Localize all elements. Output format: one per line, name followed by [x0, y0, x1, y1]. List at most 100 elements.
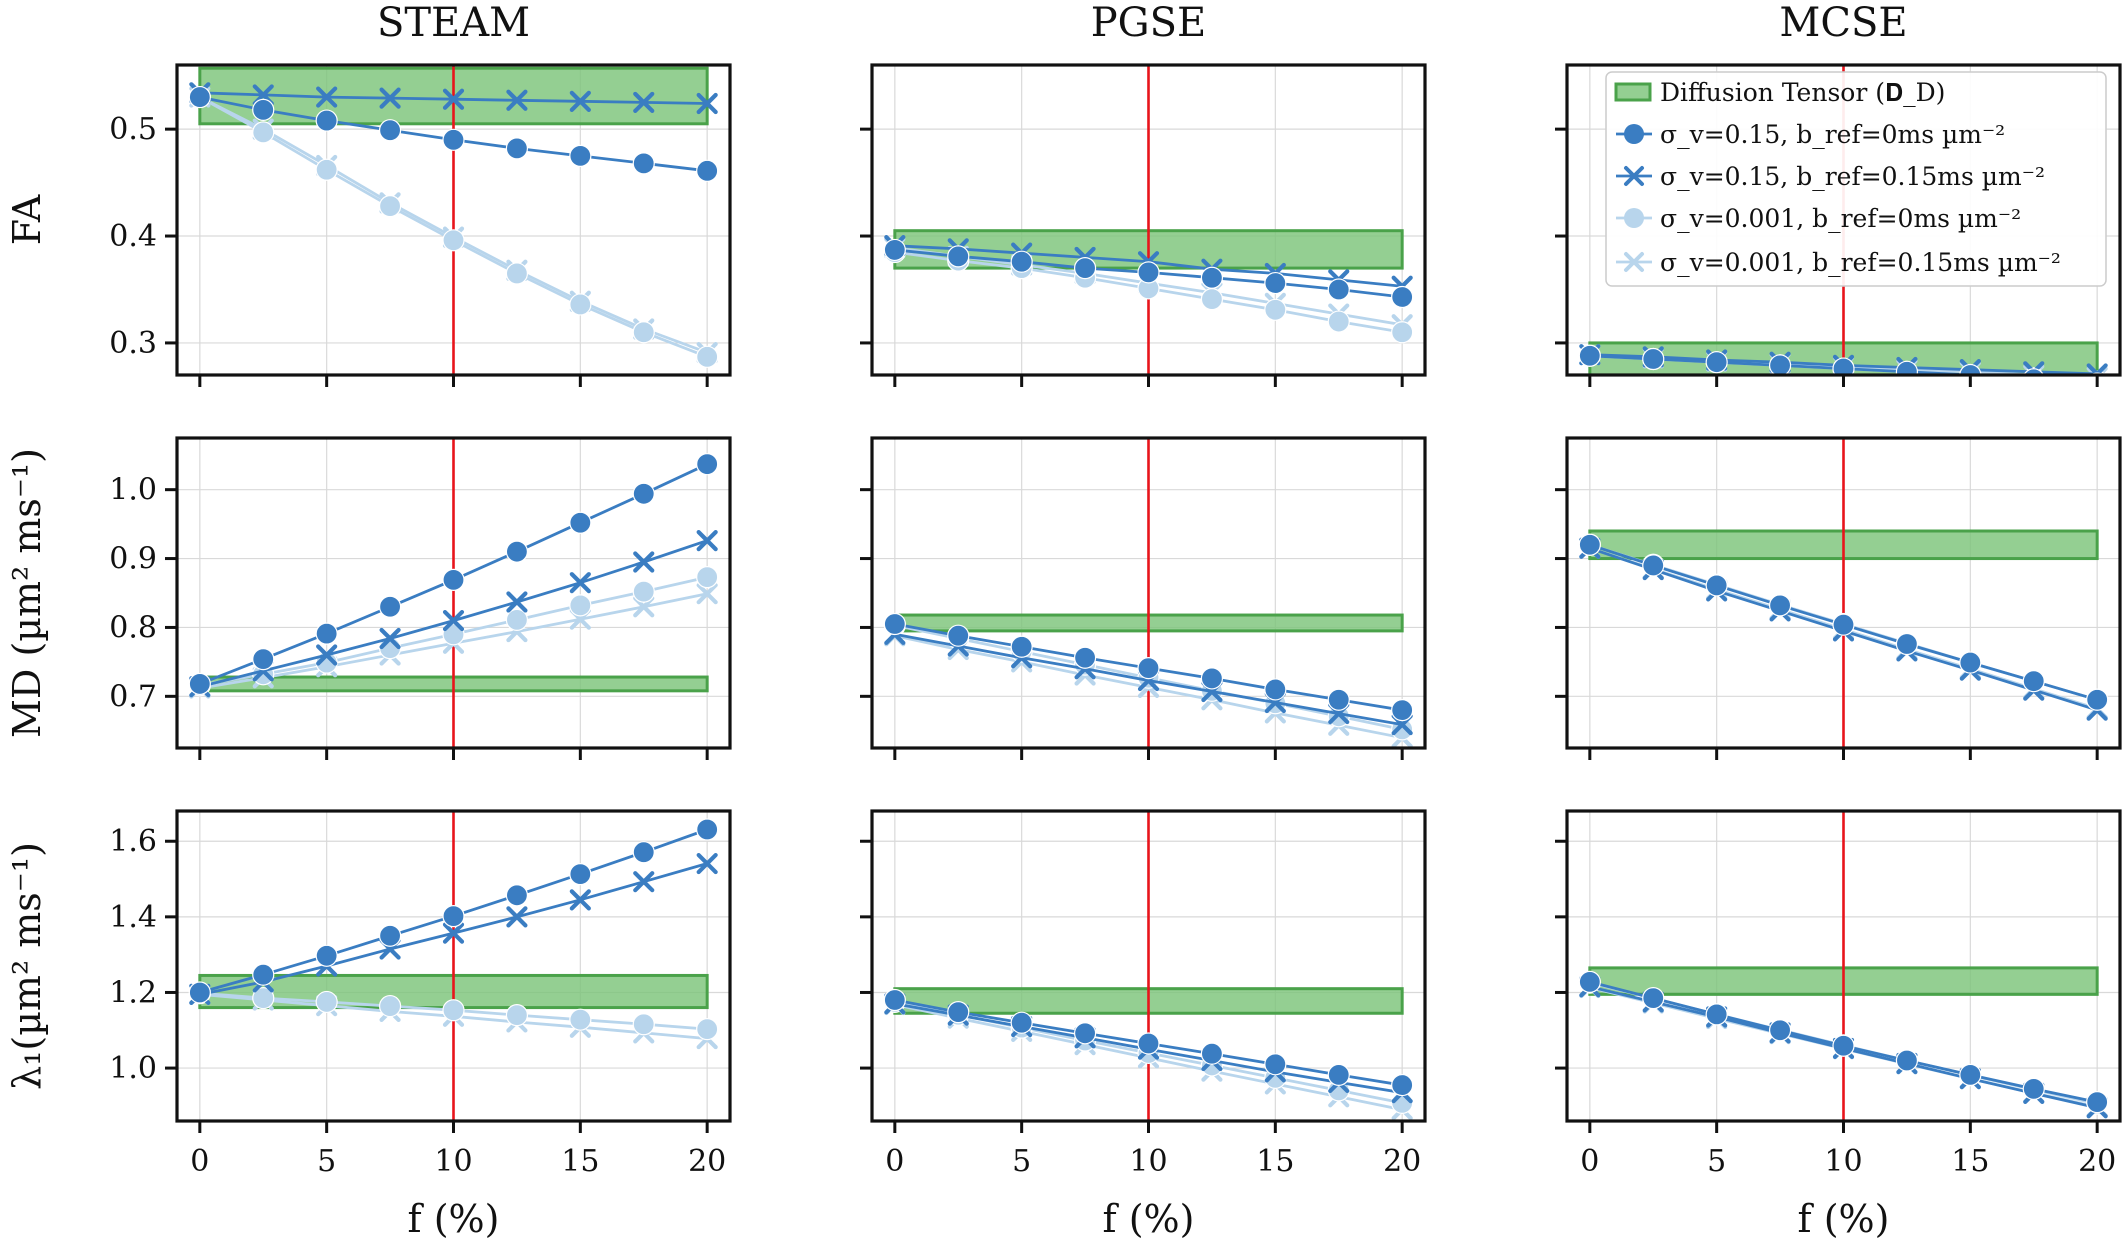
series-2-point: [569, 90, 591, 112]
series-1-point: [1832, 613, 1855, 636]
series-1-point: [696, 453, 719, 476]
plot-area: [883, 811, 1414, 1121]
x-tick-label: 0: [190, 1144, 209, 1179]
series-1-point: [2086, 688, 2109, 711]
series-1-point: [188, 981, 211, 1004]
series-2-point: [506, 89, 528, 111]
x-tick-label: 20: [1383, 1144, 1421, 1179]
series-1-point: [1137, 656, 1160, 680]
plot-area: [1578, 65, 2108, 375]
series-1-point: [315, 944, 338, 967]
column-title-pgse: PGSE: [1091, 0, 1206, 46]
legend-series-2-marker: [1624, 166, 1644, 186]
series-1-point: [1705, 351, 1728, 374]
series-1-point: [947, 245, 970, 268]
series-1-point: [696, 818, 719, 841]
series-3-point: [1200, 288, 1224, 311]
x-tick-label: 5: [317, 1144, 336, 1179]
series-1-point: [1010, 635, 1033, 658]
series-3-point: [1327, 310, 1350, 333]
panel-mcse-row1: [1555, 63, 2122, 387]
series-1-point: [2022, 1077, 2045, 1100]
series-2-point: [633, 91, 655, 114]
series-1-point: [442, 568, 465, 592]
series-1-point: [1391, 285, 1414, 309]
series-1-point: [1959, 363, 1982, 375]
x-tick-label: 10: [1824, 1144, 1862, 1179]
series-3-point: [696, 1018, 719, 1041]
series-1-point: [1073, 1022, 1097, 1045]
panel-steam-row3: 1.0 1.2 1.4 1.6 0 5 10 15 20 f (%): [109, 809, 732, 1241]
series-1-point: [442, 904, 465, 928]
x-tick-label: 5: [1707, 1144, 1726, 1179]
y-axis-label: λ₁(µm² ms⁻¹): [5, 842, 49, 1090]
series-3-point: [696, 345, 719, 368]
series-2-point: [316, 86, 338, 108]
series-1-point: [632, 482, 655, 505]
x-tick-label: 10: [434, 1144, 472, 1179]
plot-area: [188, 65, 719, 375]
series-1-point: [315, 622, 338, 645]
series-1-point: [1391, 699, 1414, 722]
panel-steam-row1: 0.3 0.4 0.5: [109, 63, 732, 387]
series-1-point: [1073, 646, 1097, 669]
y-tick-label: 1.0: [109, 1051, 157, 1086]
series-2-point: [506, 906, 528, 928]
series-1-point: [2022, 670, 2045, 693]
legend-label-series-4: σ_v=0.001, b_ref=0.15ms µm⁻²: [1660, 248, 2061, 277]
legend-series-4-marker: [1624, 252, 1644, 272]
y-axis-label: MD (µm² ms⁻¹): [5, 448, 49, 738]
series-1-point: [1768, 1019, 1792, 1042]
series-2-point: [506, 591, 528, 613]
panel-steam-row2: 0.7 0.8 0.9 1.0: [109, 436, 732, 760]
y-tick-label: 0.4: [109, 219, 157, 254]
series-4-point: [2086, 366, 2108, 375]
series-1-point: [1073, 257, 1097, 280]
series-3-point: [505, 608, 529, 631]
series-1-point: [1264, 1053, 1287, 1076]
series-3-point: [378, 994, 402, 1018]
series-1-point: [315, 109, 338, 132]
panel-mcse-row2: [1555, 436, 2122, 760]
series-2-point: [379, 627, 401, 650]
series-1-point: [1264, 678, 1287, 701]
series-1-point: [2023, 368, 2044, 375]
series-1-point: [1832, 357, 1855, 375]
series-1-point: [1642, 554, 1665, 577]
series-3-point: [569, 1008, 592, 1031]
y-axis-label: FA: [5, 194, 49, 245]
series-1-point: [505, 137, 529, 160]
series-3-point: [632, 580, 655, 603]
legend-label-series-2: σ_v=0.15, b_ref=0.15ms µm⁻²: [1660, 162, 2045, 191]
y-tick-label: 0.3: [109, 326, 157, 361]
y-tick-label: 0.9: [109, 542, 157, 577]
series-1-point: [883, 612, 906, 636]
x-tick-label: 15: [1256, 1144, 1294, 1179]
series-1-point: [1832, 1034, 1855, 1057]
y-tick-label: 0.5: [109, 112, 157, 147]
x-axis-label: f (%): [1103, 1197, 1195, 1241]
series-1-point: [1264, 271, 1287, 295]
series-1-point: [1010, 250, 1033, 273]
legend-series-1-marker: [1624, 124, 1644, 144]
legend-series-3-marker: [1624, 208, 1644, 228]
series-2-point: [442, 609, 465, 632]
series-3-point: [505, 1004, 529, 1027]
series-3-point: [1391, 321, 1414, 344]
series-1-point: [252, 98, 275, 121]
y-tick-label: 0.7: [109, 679, 157, 714]
series-1-point: [1768, 594, 1792, 617]
x-tick-label: 10: [1129, 1144, 1167, 1179]
series-1-point: [632, 152, 655, 175]
series-3-point: [632, 321, 655, 344]
series-1-point: [1327, 1063, 1350, 1086]
legend: Diffusion Tensor (𝐃_D) σ_v=0.15, b_ref=0m…: [1605, 71, 2107, 287]
series-2-point: [442, 922, 465, 944]
series-1-point: [1327, 278, 1350, 301]
panel-pgse-row2: [860, 436, 1427, 760]
series-1-point: [1705, 574, 1728, 597]
series-1-point: [1895, 632, 1919, 656]
plot-area: [1578, 438, 2109, 748]
x-tick-label: 0: [1580, 1144, 1599, 1179]
